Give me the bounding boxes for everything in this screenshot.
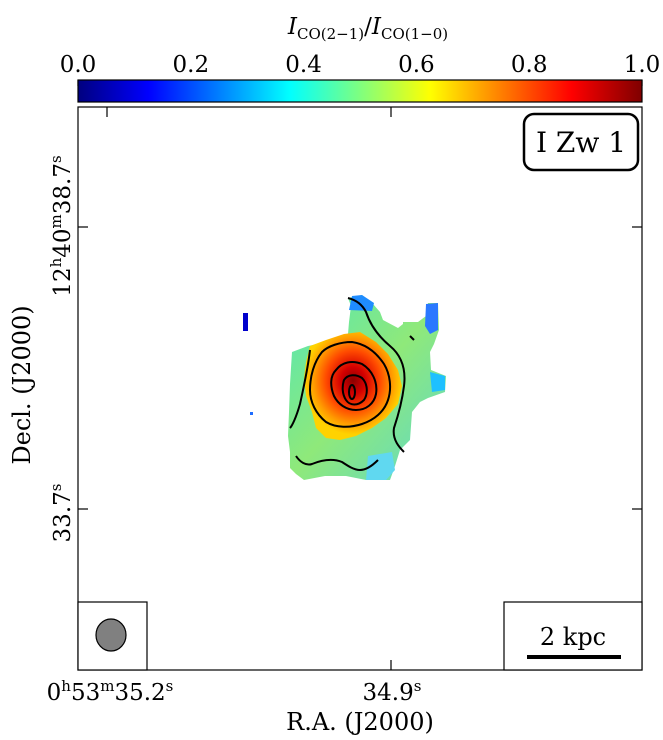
colorbar-tick-label-1: 0.2 (173, 52, 210, 78)
beam-inset (77, 601, 148, 671)
map-edge-top-left (349, 295, 374, 311)
colorbar-label-main-2: I (371, 14, 382, 40)
map-edge-bottom-right (366, 452, 395, 480)
colorbar-tick-label-5: 1.0 (624, 52, 661, 78)
scale-bar-inset: 2 kpc (503, 601, 643, 671)
y-axis-label: Decl. (J2000) (8, 305, 36, 464)
contour-level-4 (308, 340, 392, 428)
contour-level-3 (295, 455, 379, 472)
map-speck-2 (250, 412, 253, 415)
colorbar-tick-label-3: 0.6 (398, 52, 435, 78)
x-tick-labels: 0h53m35.2s 34.9s (47, 677, 422, 706)
colorbar-tick-label-2: 0.4 (285, 52, 322, 78)
contour-level-5 (330, 361, 378, 412)
colorbar-tick-label-4: 0.8 (511, 52, 548, 78)
colorbar-label-sub-2: CO(1−0) (381, 25, 448, 43)
contour-speck (409, 335, 415, 341)
contour-level-6 (341, 374, 368, 406)
y-tick-label-1: 33.7s (47, 484, 76, 543)
svg-text:ICO(2−1)/ICO(1−0): ICO(2−1)/ICO(1−0) (287, 14, 448, 43)
colorbar-ticks: 0.0 0.2 0.4 0.6 0.8 1.0 (60, 52, 661, 86)
y-tick-label-2: 12h40m38.7s (47, 155, 76, 296)
colorbar-label-sub-1: CO(2−1) (297, 25, 364, 43)
contour-level-2 (289, 349, 311, 429)
map-edge-top-right (425, 303, 438, 334)
colorbar-label-slash: / (364, 14, 372, 40)
colorbar-label: ICO(2−1)/ICO(1−0) (287, 14, 448, 43)
x-tick-label-2: 34.9s (363, 677, 422, 706)
colorbar (77, 79, 643, 103)
object-label-box: I Zw 1 (522, 112, 640, 172)
map-speck-1 (243, 313, 248, 331)
x-axis-label: R.A. (J2000) (286, 708, 434, 736)
contour-level-7 (348, 384, 356, 400)
contour-level-1 (347, 297, 406, 453)
colorbar-tick-label-0: 0.0 (60, 52, 97, 78)
beam-ellipse (95, 618, 127, 652)
colorbar-label-main-1: I (287, 14, 298, 40)
x-tick-label-1: 0h53m35.2s (47, 677, 174, 706)
map-edge-right (430, 372, 445, 392)
contours (289, 297, 415, 472)
y-tick-labels: 33.7s 12h40m38.7s (47, 155, 76, 542)
object-label: I Zw 1 (536, 126, 626, 159)
scale-bar-label: 2 kpc (540, 623, 606, 651)
